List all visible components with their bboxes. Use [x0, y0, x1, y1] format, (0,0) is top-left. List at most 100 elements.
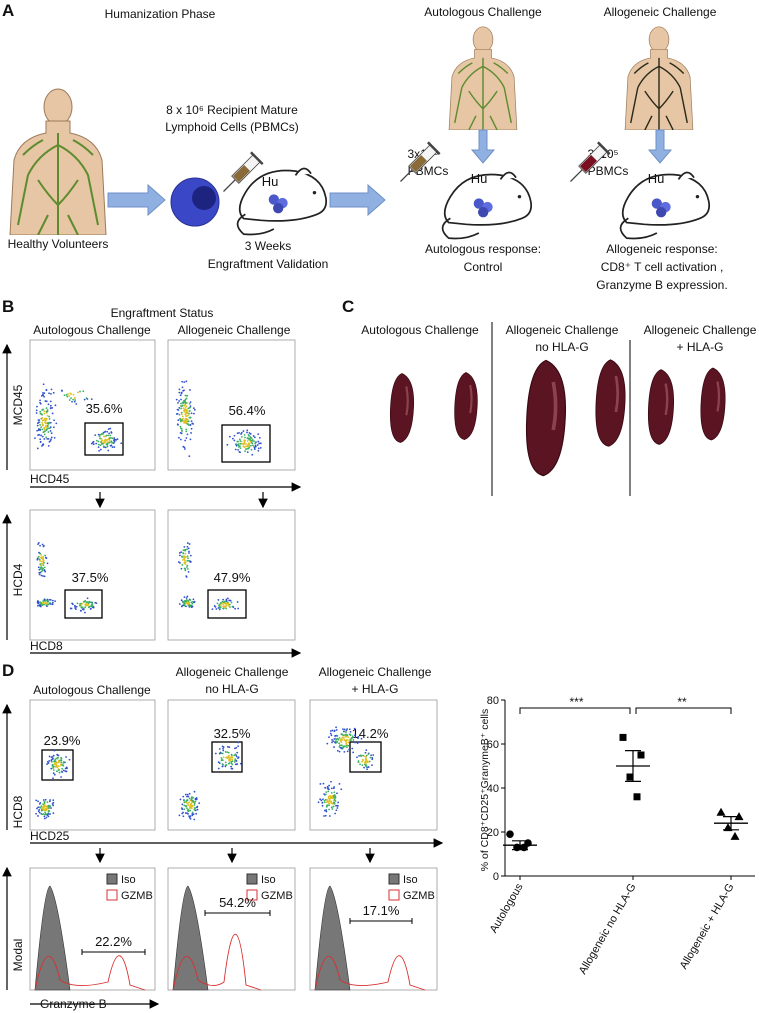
event-dot: [190, 420, 193, 423]
event-dot: [231, 767, 234, 770]
event-dot: [188, 412, 190, 415]
event-dot: [40, 426, 43, 429]
event-dot: [46, 428, 48, 431]
gate-percent: 32.5%: [214, 726, 251, 741]
event-dot: [240, 435, 243, 438]
event-dot: [237, 745, 240, 748]
event-dot: [178, 814, 181, 817]
event-dot: [187, 407, 190, 410]
legend-swatch: [246, 889, 258, 901]
event-dot: [113, 437, 116, 439]
volunteer-label: Healthy Volunteers: [8, 237, 109, 251]
event-dot: [187, 420, 190, 423]
event-dot: [71, 602, 74, 605]
event-dot: [183, 799, 185, 802]
event-dot: [325, 791, 328, 794]
event-dot: [86, 597, 89, 600]
event-dot: [224, 750, 227, 753]
event-dot: [41, 445, 43, 447]
event-dot: [52, 765, 55, 768]
event-dot: [340, 733, 343, 736]
event-dot: [69, 392, 72, 395]
event-dot: [229, 599, 232, 602]
event-dot: [58, 771, 61, 774]
event-dot: [334, 796, 337, 799]
event-dot: [179, 562, 181, 564]
event-dot: [237, 444, 240, 447]
event-dot: [43, 805, 46, 808]
cells-label: Lymphoid Cells (PBMCs): [165, 120, 299, 134]
event-dot: [40, 574, 43, 577]
event-dot: [343, 750, 346, 753]
event-dot: [326, 801, 329, 803]
event-dot: [347, 744, 350, 747]
cells-label: 8 x 10⁶ Recipient Mature: [166, 103, 298, 117]
event-dot: [192, 412, 195, 415]
event-cloud: [175, 380, 196, 458]
event-dot: [102, 431, 105, 434]
event-dot: [48, 418, 51, 420]
gate-percent: 35.6%: [86, 401, 123, 416]
hu-label: Hu: [471, 171, 488, 186]
event-dot: [37, 541, 40, 544]
event-dot: [78, 604, 81, 607]
event-dot: [246, 431, 248, 434]
event-dot: [56, 765, 59, 768]
event-dot: [334, 812, 337, 815]
event-dot: [369, 756, 372, 759]
event-dot: [184, 812, 187, 814]
event-dot: [40, 557, 43, 559]
event-dot: [185, 597, 188, 599]
event-dot: [230, 762, 233, 765]
event-dot: [41, 417, 44, 419]
axis-label: MCD45: [11, 384, 25, 425]
donor-figure: [624, 25, 694, 130]
flow-plot: [309, 699, 438, 831]
event-dot: [49, 421, 52, 424]
event-dot: [68, 399, 71, 401]
event-dot: [217, 607, 220, 609]
event-dot: [82, 390, 85, 393]
event-dot: [39, 424, 41, 426]
event-dot: [181, 803, 184, 806]
data-point: [730, 831, 740, 840]
axis-label: HCD4: [11, 563, 25, 596]
event-dot: [193, 807, 196, 809]
event-dot: [51, 763, 54, 766]
event-dot: [228, 746, 231, 749]
event-dot: [249, 432, 252, 435]
event-dot: [97, 446, 100, 449]
event-dot: [352, 751, 355, 754]
event-dot: [44, 808, 47, 811]
gate-percent: 37.5%: [72, 570, 109, 585]
significance-bracket: [635, 707, 732, 714]
engraftment-label: 3 Weeks: [245, 239, 291, 253]
challenge-title: Autologous Challenge: [424, 5, 542, 19]
event-dot: [332, 799, 335, 802]
event-dot: [60, 759, 63, 762]
event-dot: [237, 440, 240, 443]
flow-arrow: [329, 183, 386, 217]
y-tick-label: 60: [487, 739, 499, 751]
event-dot: [52, 769, 55, 771]
event-dot: [75, 605, 78, 608]
event-dot: [218, 748, 221, 750]
event-dot: [183, 448, 186, 450]
event-dot: [216, 602, 219, 605]
event-cloud: [35, 798, 55, 820]
legend-label: Iso: [121, 874, 136, 886]
event-dot: [360, 737, 363, 740]
event-dot: [82, 600, 85, 603]
event-dot: [52, 804, 55, 807]
event-dot: [338, 782, 341, 785]
event-dot: [226, 597, 229, 600]
event-dot: [107, 441, 109, 444]
significance-label: **: [677, 695, 687, 709]
event-dot: [68, 758, 71, 761]
spleen: [453, 371, 479, 441]
event-dot: [234, 448, 237, 451]
event-dot: [185, 428, 188, 431]
event-dot: [53, 773, 56, 776]
event-dot: [181, 430, 183, 432]
event-dot: [39, 544, 41, 547]
